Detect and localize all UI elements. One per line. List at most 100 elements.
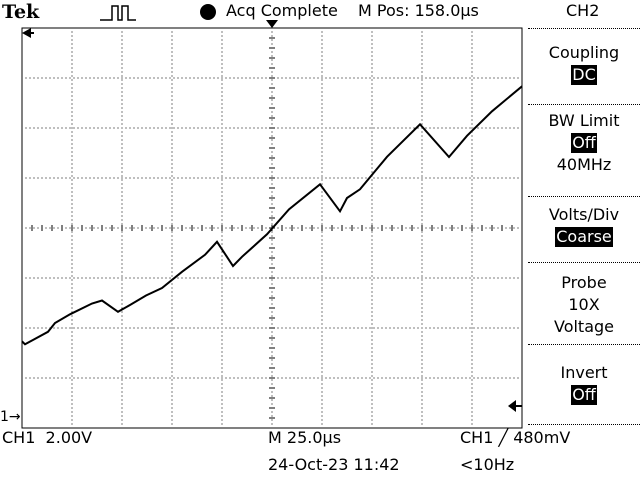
graticule-dot <box>229 377 231 379</box>
graticule-dot <box>171 143 173 145</box>
graticule-dot <box>301 377 303 379</box>
acq-status: Acq Complete <box>226 1 338 20</box>
graticule-dot <box>469 77 471 79</box>
graticule-dot <box>121 51 123 53</box>
graticule-dot <box>221 219 223 221</box>
graticule-dot <box>29 377 31 379</box>
graticule-dot <box>221 331 223 333</box>
graticule-dot <box>241 327 243 329</box>
graticule-dot <box>353 227 355 229</box>
graticule-dot <box>321 363 323 365</box>
menu-bw-limit[interactable]: BW Limit Off 40MHz <box>528 110 640 176</box>
graticule-dot <box>217 127 219 129</box>
graticule-dot <box>221 243 223 245</box>
graticule-dot <box>201 77 203 79</box>
graticule-dot <box>309 177 311 179</box>
graticule-dot <box>445 377 447 379</box>
graticule-dot <box>421 147 423 149</box>
graticule-dot <box>321 59 323 61</box>
graticule-dot <box>221 179 223 181</box>
graticule-dot <box>105 77 107 79</box>
graticule-dot <box>71 255 73 257</box>
graticule-dot <box>471 347 473 349</box>
graticule-dot <box>245 277 247 279</box>
menu-volts-div[interactable]: Volts/Div Coarse <box>528 204 640 248</box>
graticule-dot <box>301 277 303 279</box>
graticule-dot <box>221 115 223 117</box>
graticule-dot <box>81 177 83 179</box>
graticule-dot <box>405 227 407 229</box>
graticule-dot <box>421 63 423 65</box>
graticule-dot <box>213 377 215 379</box>
graticule-dot <box>321 135 323 137</box>
graticule-dot <box>149 377 151 379</box>
graticule-dot <box>471 47 473 49</box>
graticule-dot <box>513 377 515 379</box>
graticule-dot <box>321 243 323 245</box>
graticule-dot <box>421 175 423 177</box>
graticule-dot <box>221 75 223 77</box>
graticule-dot <box>381 277 383 279</box>
graticule-dot <box>397 177 399 179</box>
graticule-dot <box>449 327 451 329</box>
graticule-dot <box>371 387 373 389</box>
graticule-dot <box>371 327 373 329</box>
graticule-dot <box>65 377 67 379</box>
graticule-dot <box>321 195 323 197</box>
graticule-dot <box>371 71 373 73</box>
graticule-dot <box>471 195 473 197</box>
graticule-dot <box>481 277 483 279</box>
graticule-dot <box>271 359 273 361</box>
menu-invert[interactable]: Invert Off <box>528 362 640 406</box>
graticule-dot <box>197 327 199 329</box>
graticule-dot <box>371 151 373 153</box>
graticule-dot <box>421 155 423 157</box>
graticule-dot <box>221 59 223 61</box>
graticule-dot <box>471 299 473 301</box>
graticule-dot <box>471 115 473 117</box>
graticule-dot <box>453 77 455 79</box>
graticule-dot <box>121 379 123 381</box>
graticule-dot <box>337 177 339 179</box>
graticule-dot <box>421 371 423 373</box>
graticule-dot <box>293 227 295 229</box>
graticule-dot <box>173 227 175 229</box>
graticule-dot <box>371 235 373 237</box>
graticule-dot <box>271 395 273 397</box>
graticule-dot <box>171 91 173 93</box>
graticule-dot <box>71 151 73 153</box>
graticule-dot <box>477 227 479 229</box>
graticule-dot <box>457 377 459 379</box>
menu-probe[interactable]: Probe 10X Voltage <box>528 272 640 338</box>
graticule-dot <box>371 411 373 413</box>
graticule-dot <box>297 277 299 279</box>
graticule-dot <box>125 327 127 329</box>
graticule-dot <box>121 255 123 257</box>
graticule-dot <box>421 191 423 193</box>
graticule-dot <box>321 115 323 117</box>
trigger-frequency: <10Hz <box>460 455 515 474</box>
graticule-dot <box>321 231 323 233</box>
graticule-dot <box>371 63 373 65</box>
graticule-dot <box>97 177 99 179</box>
graticule-dot <box>221 107 223 109</box>
menu-coupling[interactable]: Coupling DC <box>528 42 640 86</box>
graticule-dot <box>69 377 71 379</box>
graticule-dot <box>371 111 373 113</box>
graticule-dot <box>61 177 63 179</box>
graticule-dot <box>271 43 273 45</box>
graticule-dot <box>377 377 379 379</box>
graticule-dot <box>381 77 383 79</box>
graticule-dot <box>261 327 263 329</box>
graticule-dot <box>213 227 215 229</box>
graticule-dot <box>113 327 115 329</box>
graticule-dot <box>513 327 515 329</box>
graticule-dot <box>221 235 223 237</box>
graticule-dot <box>217 277 219 279</box>
graticule-dot <box>93 277 95 279</box>
graticule-dot <box>249 127 251 129</box>
graticule-dot <box>371 167 373 169</box>
graticule-dot <box>433 377 435 379</box>
graticule-dot <box>465 177 467 179</box>
graticule-dot <box>305 127 307 129</box>
